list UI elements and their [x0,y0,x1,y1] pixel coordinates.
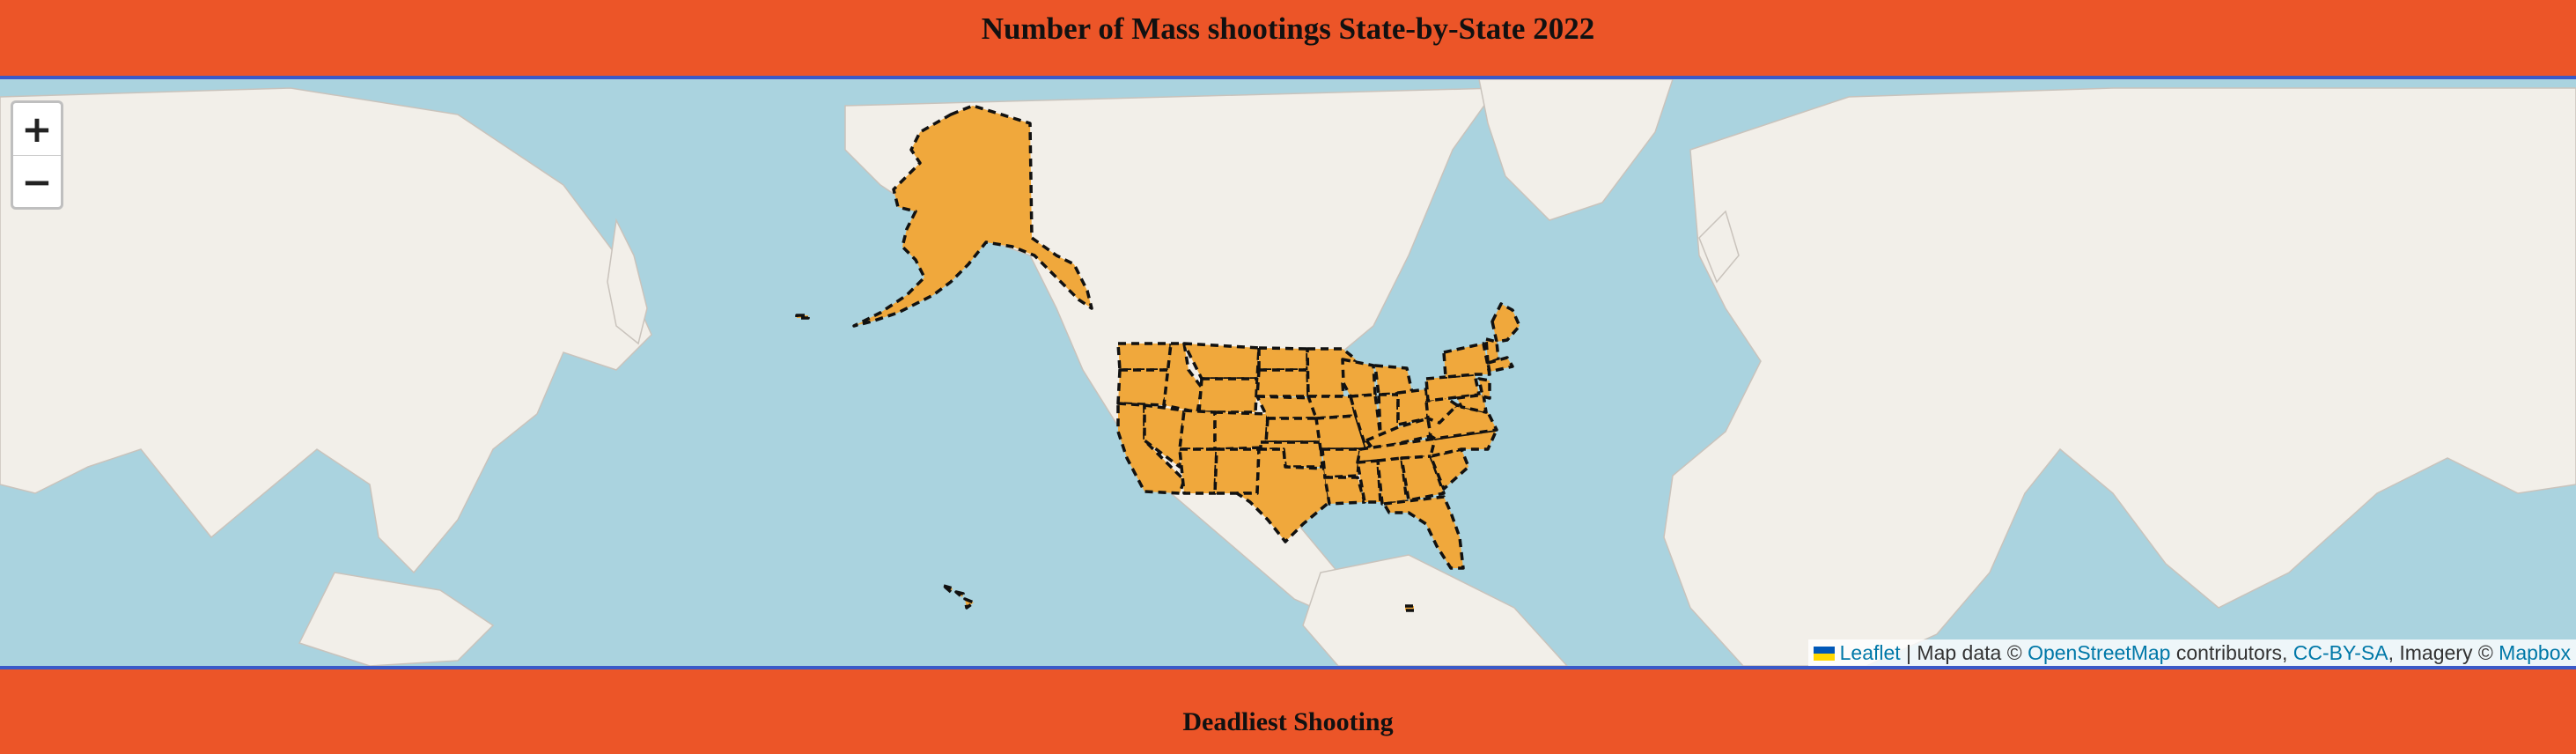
state-wyoming[interactable] [1197,377,1259,414]
state-puerto-rico[interactable] [1403,604,1416,612]
state-hawaii[interactable] [942,584,975,610]
state-nebraska[interactable] [1255,395,1318,420]
zoom-control: + − [11,100,63,210]
attribution-text-2: contributors, [2170,641,2293,664]
land-south-america [1302,554,1569,666]
state-north-dakota[interactable] [1257,346,1309,372]
state-alaska[interactable] [852,104,1093,328]
map-container[interactable]: + − Leaflet | Map data © OpenStreetMap c… [0,76,2576,669]
ukraine-flag-icon [1813,647,1835,661]
state-maine[interactable] [1490,302,1521,344]
license-link[interactable]: CC-BY-SA [2293,641,2388,664]
header-bar: Number of Mass shootings State-by-State … [0,0,2576,76]
zoom-in-button[interactable]: + [13,103,61,156]
state-texas[interactable] [1235,447,1331,543]
section-heading: Deadliest Shooting [1182,707,1394,736]
state-utah[interactable] [1178,409,1217,451]
state-vermont-nh[interactable] [1484,337,1500,365]
state-missouri[interactable] [1314,414,1368,451]
leaflet-link[interactable]: Leaflet [1839,641,1901,664]
state-wisconsin[interactable] [1341,358,1377,398]
state-new-mexico[interactable] [1213,447,1261,495]
state-colorado[interactable] [1213,410,1270,451]
state-arizona[interactable] [1178,447,1218,495]
footer-bar: Deadliest Shooting [0,669,2576,754]
state-michigan[interactable] [1373,364,1414,396]
state-louisiana[interactable] [1323,476,1366,506]
attribution-text-3: , Imagery © [2388,641,2499,664]
land-japan [607,218,648,345]
state-iowa[interactable] [1306,395,1358,420]
state-maryland[interactable] [1455,393,1488,414]
land-uk [1698,210,1740,284]
mapbox-link[interactable]: Mapbox [2499,641,2571,664]
state-alaska-islands[interactable] [795,314,810,320]
land-se-asia [298,572,495,666]
zoom-out-button[interactable]: − [21,160,53,203]
land-asia-west [0,87,652,574]
state-nevada[interactable] [1143,403,1186,469]
page-title: Number of Mass shootings State-by-State … [981,11,1595,46]
state-new-york[interactable] [1442,342,1491,379]
state-washington[interactable] [1116,342,1173,372]
state-georgia[interactable] [1400,455,1446,502]
state-arkansas[interactable] [1321,447,1362,479]
state-new-jersey[interactable] [1477,377,1491,400]
state-north-carolina[interactable] [1429,428,1498,458]
state-fl[interactable] [1382,495,1465,570]
land-greenland [1478,79,1674,221]
state-california[interactable] [1116,402,1186,495]
state-mississippi[interactable] [1356,459,1382,504]
state-ohio[interactable] [1396,388,1430,426]
state-south-dakota[interactable] [1255,368,1310,398]
attribution-text-1: | Map data © [1900,641,2028,664]
map-canvas[interactable] [0,79,2576,666]
state-illinois[interactable] [1349,393,1382,451]
map-attribution: Leaflet | Map data © OpenStreetMap contr… [1807,639,2576,666]
state-alabama[interactable] [1376,456,1409,506]
state-massachusetts[interactable] [1486,356,1514,373]
osm-link[interactable]: OpenStreetMap [2028,641,2171,664]
land-eurasia-africa [1663,87,2576,666]
state-kansas[interactable] [1264,417,1322,444]
us-states-layer[interactable] [795,104,1521,612]
state-kentucky[interactable] [1365,417,1432,451]
